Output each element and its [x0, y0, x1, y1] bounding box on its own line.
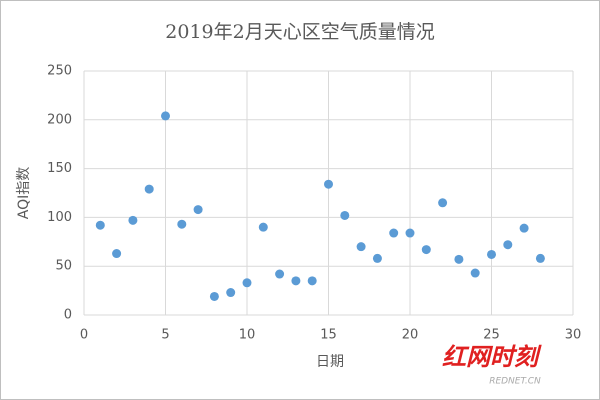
point — [177, 219, 187, 229]
point — [487, 249, 496, 259]
point — [324, 179, 333, 189]
point — [193, 205, 203, 215]
point — [470, 268, 480, 278]
x-axis-label: 日期 — [316, 354, 344, 370]
point — [503, 240, 513, 250]
point — [389, 228, 399, 238]
y-tick-label: 200 — [47, 112, 72, 127]
chart-title: 2019年2月天心区空气质量情况 — [165, 21, 434, 43]
point — [405, 228, 415, 238]
y-tick-label: 50 — [55, 259, 72, 274]
x-tick-label: 0 — [80, 328, 88, 343]
point — [161, 111, 170, 121]
x-tick-label: 10 — [239, 328, 256, 343]
point — [307, 276, 317, 286]
point — [258, 222, 268, 232]
y-tick-label: 100 — [47, 210, 72, 225]
point — [112, 249, 122, 259]
y-tick-label: 250 — [47, 64, 72, 79]
point — [226, 288, 236, 298]
y-axis-label: AQI指数 — [16, 167, 32, 219]
point — [356, 242, 366, 252]
y-tick-label: 150 — [47, 161, 72, 176]
x-tick-label: 5 — [161, 328, 169, 343]
x-tick-label: 15 — [320, 328, 337, 343]
x-tick-label: 20 — [402, 328, 419, 343]
point — [421, 245, 431, 255]
watermark-logo: 红网时刻 — [442, 343, 542, 371]
point — [95, 220, 105, 230]
point — [291, 276, 301, 286]
point — [454, 254, 464, 264]
point — [144, 184, 154, 194]
y-tick-label: 0 — [64, 308, 72, 323]
watermark-site: REDNET.CN — [489, 377, 541, 387]
point — [372, 253, 382, 263]
point — [209, 291, 219, 301]
point — [438, 198, 448, 208]
point — [128, 215, 138, 225]
point — [535, 253, 545, 263]
point — [519, 223, 529, 233]
point — [340, 210, 350, 220]
point — [275, 269, 285, 279]
x-tick-label: 25 — [483, 328, 500, 343]
x-tick-label: 30 — [565, 328, 582, 343]
point — [242, 278, 252, 288]
